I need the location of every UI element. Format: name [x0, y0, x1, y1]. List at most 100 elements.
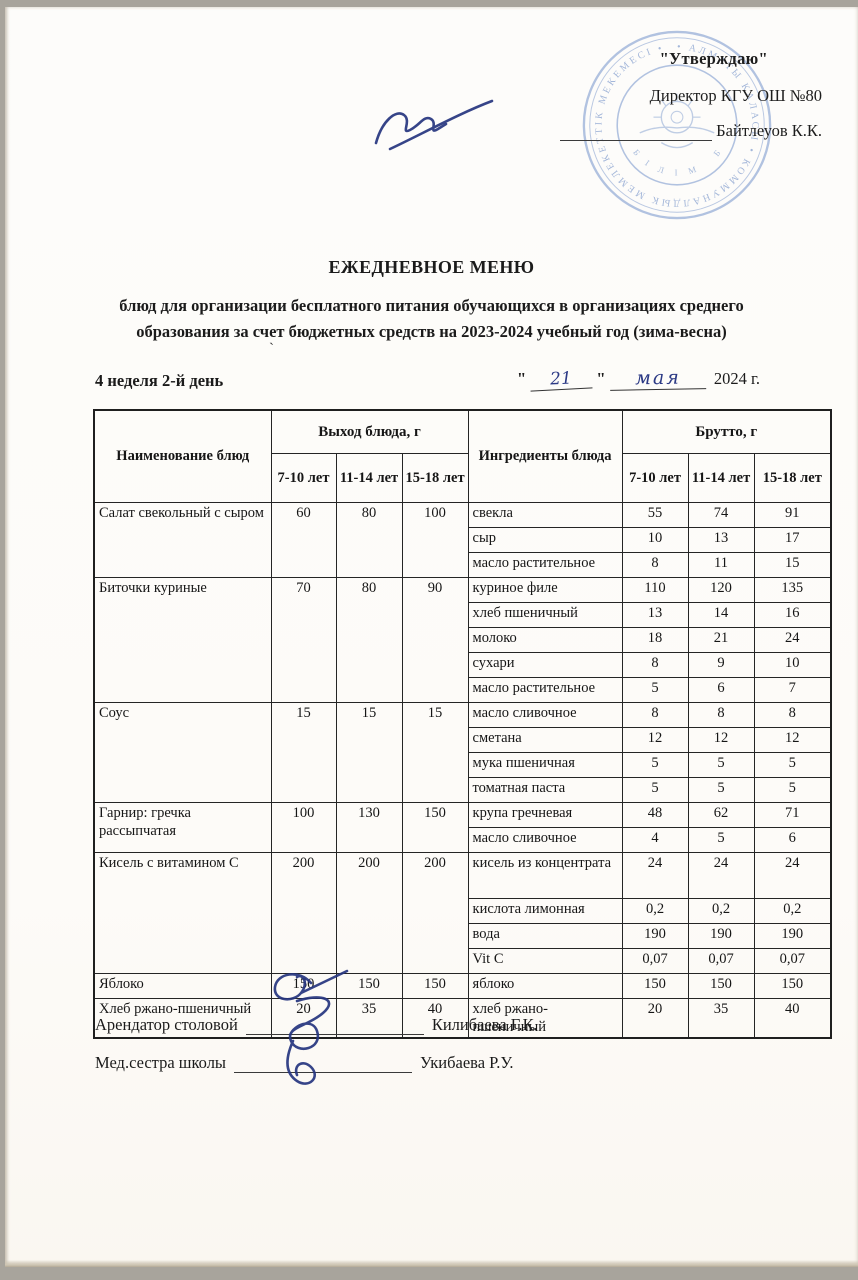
dish-output-value-age0: 15 [270, 702, 337, 803]
brutto-value-age1: 0,2 [687, 898, 755, 924]
ingredient-name: Vit C [467, 948, 623, 974]
table-row: вода 190 190 190 [94, 923, 832, 949]
brutto-value-age0: 110 [621, 577, 689, 603]
dish-name: Гарнир: гречка рассыпчатая [93, 802, 272, 853]
brutto-value-age1: 0,07 [687, 948, 755, 974]
brutto-value-age2: 91 [753, 502, 832, 528]
dish-name: Яблоко [93, 973, 272, 999]
school-nurse-label: Мед.сестра школы [95, 1053, 227, 1072]
canteen-tenant-name: Килибаева Г.К. [431, 1015, 538, 1034]
official-stamp: • АЛМАТЫ КАЛАСЫ • КОММУНАЛДЫК МЕМЛЕКЕТТІ… [574, 19, 775, 223]
brutto-value-age2: 71 [753, 802, 832, 828]
brutto-value-age2: 8 [753, 702, 832, 728]
dish-output-value-age1: 15 [335, 702, 403, 803]
table-row: молоко 18 21 24 [94, 627, 832, 653]
brutto-value-age1: 120 [687, 577, 755, 603]
canteen-tenant-label: Арендатор столовой [95, 1015, 238, 1034]
brutto-value-age2: 5 [753, 752, 832, 778]
brutto-value-age1: 6 [687, 677, 755, 703]
director-name: Байтлеуов К.К. [716, 121, 822, 140]
ingredient-name: кислота лимонная [467, 898, 623, 924]
dish-output-value-age1: 80 [335, 577, 403, 703]
col-header-dish-name: Наименование блюд [93, 409, 272, 503]
brutto-value-age1: 5 [687, 752, 755, 778]
table-row: сухари 8 9 10 [94, 652, 832, 678]
col-header-age-7-10: 7-10 лет [270, 453, 337, 503]
canteen-tenant-row: Арендатор столовой Килибаева Г.К. [95, 1015, 538, 1035]
canteen-tenant-signature-line [245, 1018, 424, 1035]
col-header-brutto: Брутто, г [621, 409, 832, 454]
dish-output-value-age2: 15 [401, 702, 469, 803]
brutto-value-age1: 21 [687, 627, 755, 653]
ingredient-name: свекла [467, 502, 623, 528]
table-row: Кисель с витамином С 200 200 200 кисель из к… [93, 852, 832, 974]
brutto-value-age2: 40 [753, 998, 832, 1039]
ingredient-name: масло сливочное [467, 827, 623, 853]
brutto-value-age1: 35 [687, 998, 755, 1039]
stamp-emblem [639, 93, 715, 149]
director-signature-icon [374, 99, 494, 151]
ingredient-name: яблоко [467, 973, 623, 999]
brutto-value-age0: 18 [621, 627, 689, 653]
ingredient-name: масло растительное [467, 677, 623, 703]
ingredient-name: сметана [467, 727, 623, 753]
brutto-value-age1: 5 [687, 827, 755, 853]
brutto-value-age0: 13 [621, 602, 689, 628]
col-header-output: Выход блюда, г [270, 409, 469, 454]
brutto-value-age2: 10 [753, 652, 832, 678]
approval-block: "Утверждаю" Директор КГУ ОШ №80 Байтлеуо… [374, 49, 822, 151]
table-row: Салат свекольный с сыром 60 80 100 свекла 55 7… [93, 502, 832, 578]
ingredient-name: крупа гречневая [467, 802, 623, 828]
brutto-value-age0: 48 [621, 802, 689, 828]
dish-name: Биточки куриные [93, 577, 272, 703]
brutto-value-age0: 5 [621, 777, 689, 803]
brutto-value-age0: 190 [621, 923, 689, 949]
brutto-value-age2: 7 [753, 677, 832, 703]
brutto-value-age1: 12 [687, 727, 755, 753]
table-row: томатная паста 5 5 5 [94, 777, 832, 803]
ingredient-name: масло сливочное [467, 702, 623, 728]
dish-output-value-age0: 70 [270, 577, 337, 703]
brutto-value-age0: 24 [621, 852, 689, 899]
menu-table-wrap: Наименование блюд Выход блюда, г Ингреди… [93, 409, 833, 1040]
ingredient-name: сухари [467, 652, 623, 678]
brutto-value-age0: 4 [621, 827, 689, 853]
week-day-label: 4 неделя 2-й день [95, 371, 224, 390]
quote-close: " [596, 369, 606, 388]
dish-output-value-age1: 130 [335, 802, 403, 853]
school-nurse-signature-line [234, 1056, 413, 1073]
ingredient-name: томатная паста [467, 777, 623, 803]
school-nurse-name: Укибаева Р.У. [420, 1053, 514, 1072]
ingredient-name: кисель из концентрата [467, 852, 623, 899]
approve-label: "Утверждаю" [659, 49, 768, 68]
director-signature-row: Байтлеуов К.К. [374, 99, 822, 151]
brutto-value-age0: 55 [621, 502, 689, 528]
director-title: Директор КГУ ОШ №80 [649, 86, 822, 105]
ingredient-name: хлеб ржано-пшеничный [467, 998, 623, 1039]
brutto-value-age1: 9 [687, 652, 755, 678]
printed-year: 2024 г. [713, 369, 761, 388]
dish-output-value-age2: 100 [401, 502, 469, 578]
brutto-value-age1: 62 [687, 802, 755, 828]
footer-signature-icon [273, 969, 349, 1085]
brutto-value-age1: 190 [687, 923, 755, 949]
brutto-value-age2: 16 [753, 602, 832, 628]
dish-name: Кисель с витамином С [93, 852, 272, 974]
paper-sheet: • АЛМАТЫ КАЛАСЫ • КОММУНАЛДЫК МЕМЛЕКЕТТІ… [5, 7, 858, 1267]
menu-table: Наименование блюд Выход блюда, г Ингреди… [93, 409, 833, 1040]
date-row: " 21 " мая 2024 г. [517, 366, 761, 392]
table-row: Хлеб ржано-пшеничный 20 35 40 хлеб ржано-пше… [93, 998, 832, 1039]
brutto-value-age0: 150 [621, 973, 689, 999]
brutto-value-age0: 10 [621, 527, 689, 553]
dish-name: Салат свекольный с сыром [93, 502, 272, 578]
brutto-value-age2: 190 [753, 923, 832, 949]
brutto-value-age1: 8 [687, 702, 755, 728]
dish-output-value-age0: 60 [270, 502, 337, 578]
director-signature-line [560, 124, 713, 141]
col-header-age-11-14: 11-14 лет [687, 453, 755, 503]
brutto-value-age2: 17 [753, 527, 832, 553]
brutto-value-age0: 0,07 [621, 948, 689, 974]
brutto-value-age2: 5 [753, 777, 832, 803]
dish-output-value-age0: 20 [270, 998, 337, 1039]
